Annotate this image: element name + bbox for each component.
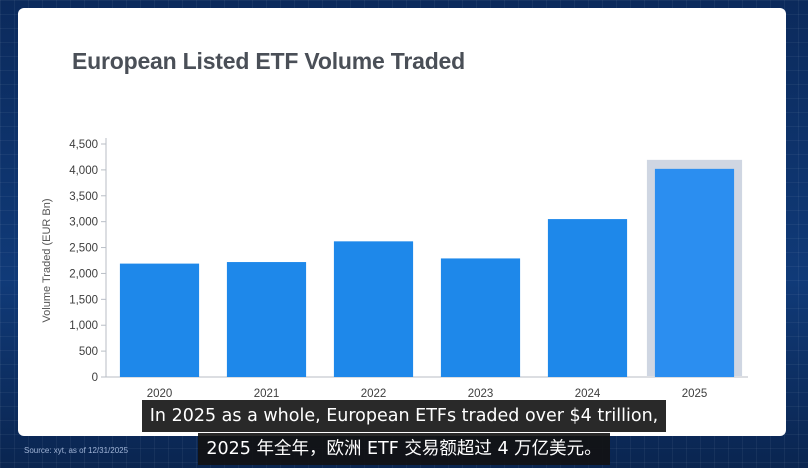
x-tick-label: 2023 xyxy=(468,388,494,400)
subtitle-english-text: In 2025 as a whole, European ETFs traded… xyxy=(141,400,667,432)
y-tick-label: 4,000 xyxy=(69,165,98,177)
source-note: Source: xyt, as of 12/31/2025 xyxy=(24,446,129,455)
bar-2021 xyxy=(226,262,307,377)
x-tick-label: 2020 xyxy=(147,388,173,400)
x-tick-label: 2022 xyxy=(361,388,387,400)
y-tick-label: 2,000 xyxy=(69,268,98,280)
y-tick-label: 1,000 xyxy=(69,320,98,332)
y-tick-label: 0 xyxy=(92,372,98,384)
y-tick-label: 2,500 xyxy=(69,243,98,255)
y-tick-label: 3,500 xyxy=(69,191,98,203)
x-tick-label: 2025 xyxy=(682,388,708,400)
subtitle-chinese-text: 2025 年全年，欧洲 ETF 交易额超过 4 万亿美元。 xyxy=(198,433,610,465)
chart-title: European Listed ETF Volume Traded xyxy=(72,48,465,74)
bar-2024 xyxy=(547,219,628,377)
bar-2025 xyxy=(654,168,735,377)
y-tick-label: 4,500 xyxy=(69,139,98,151)
y-tick-label: 1,500 xyxy=(69,294,98,306)
subtitle-english: In 2025 as a whole, European ETFs traded… xyxy=(0,400,808,432)
y-tick-label: 500 xyxy=(79,346,98,358)
subtitle-chinese: 2025 年全年，欧洲 ETF 交易额超过 4 万亿美元。 xyxy=(0,433,808,465)
y-axis-label: Volume Traded (EUR Bn) xyxy=(41,198,53,322)
bar-2020 xyxy=(119,263,200,377)
x-tick-label: 2024 xyxy=(575,388,601,400)
bar-2023 xyxy=(440,258,521,377)
y-tick-label: 3,000 xyxy=(69,217,98,229)
x-tick-label: 2021 xyxy=(254,388,280,400)
bar-2022 xyxy=(333,241,414,377)
